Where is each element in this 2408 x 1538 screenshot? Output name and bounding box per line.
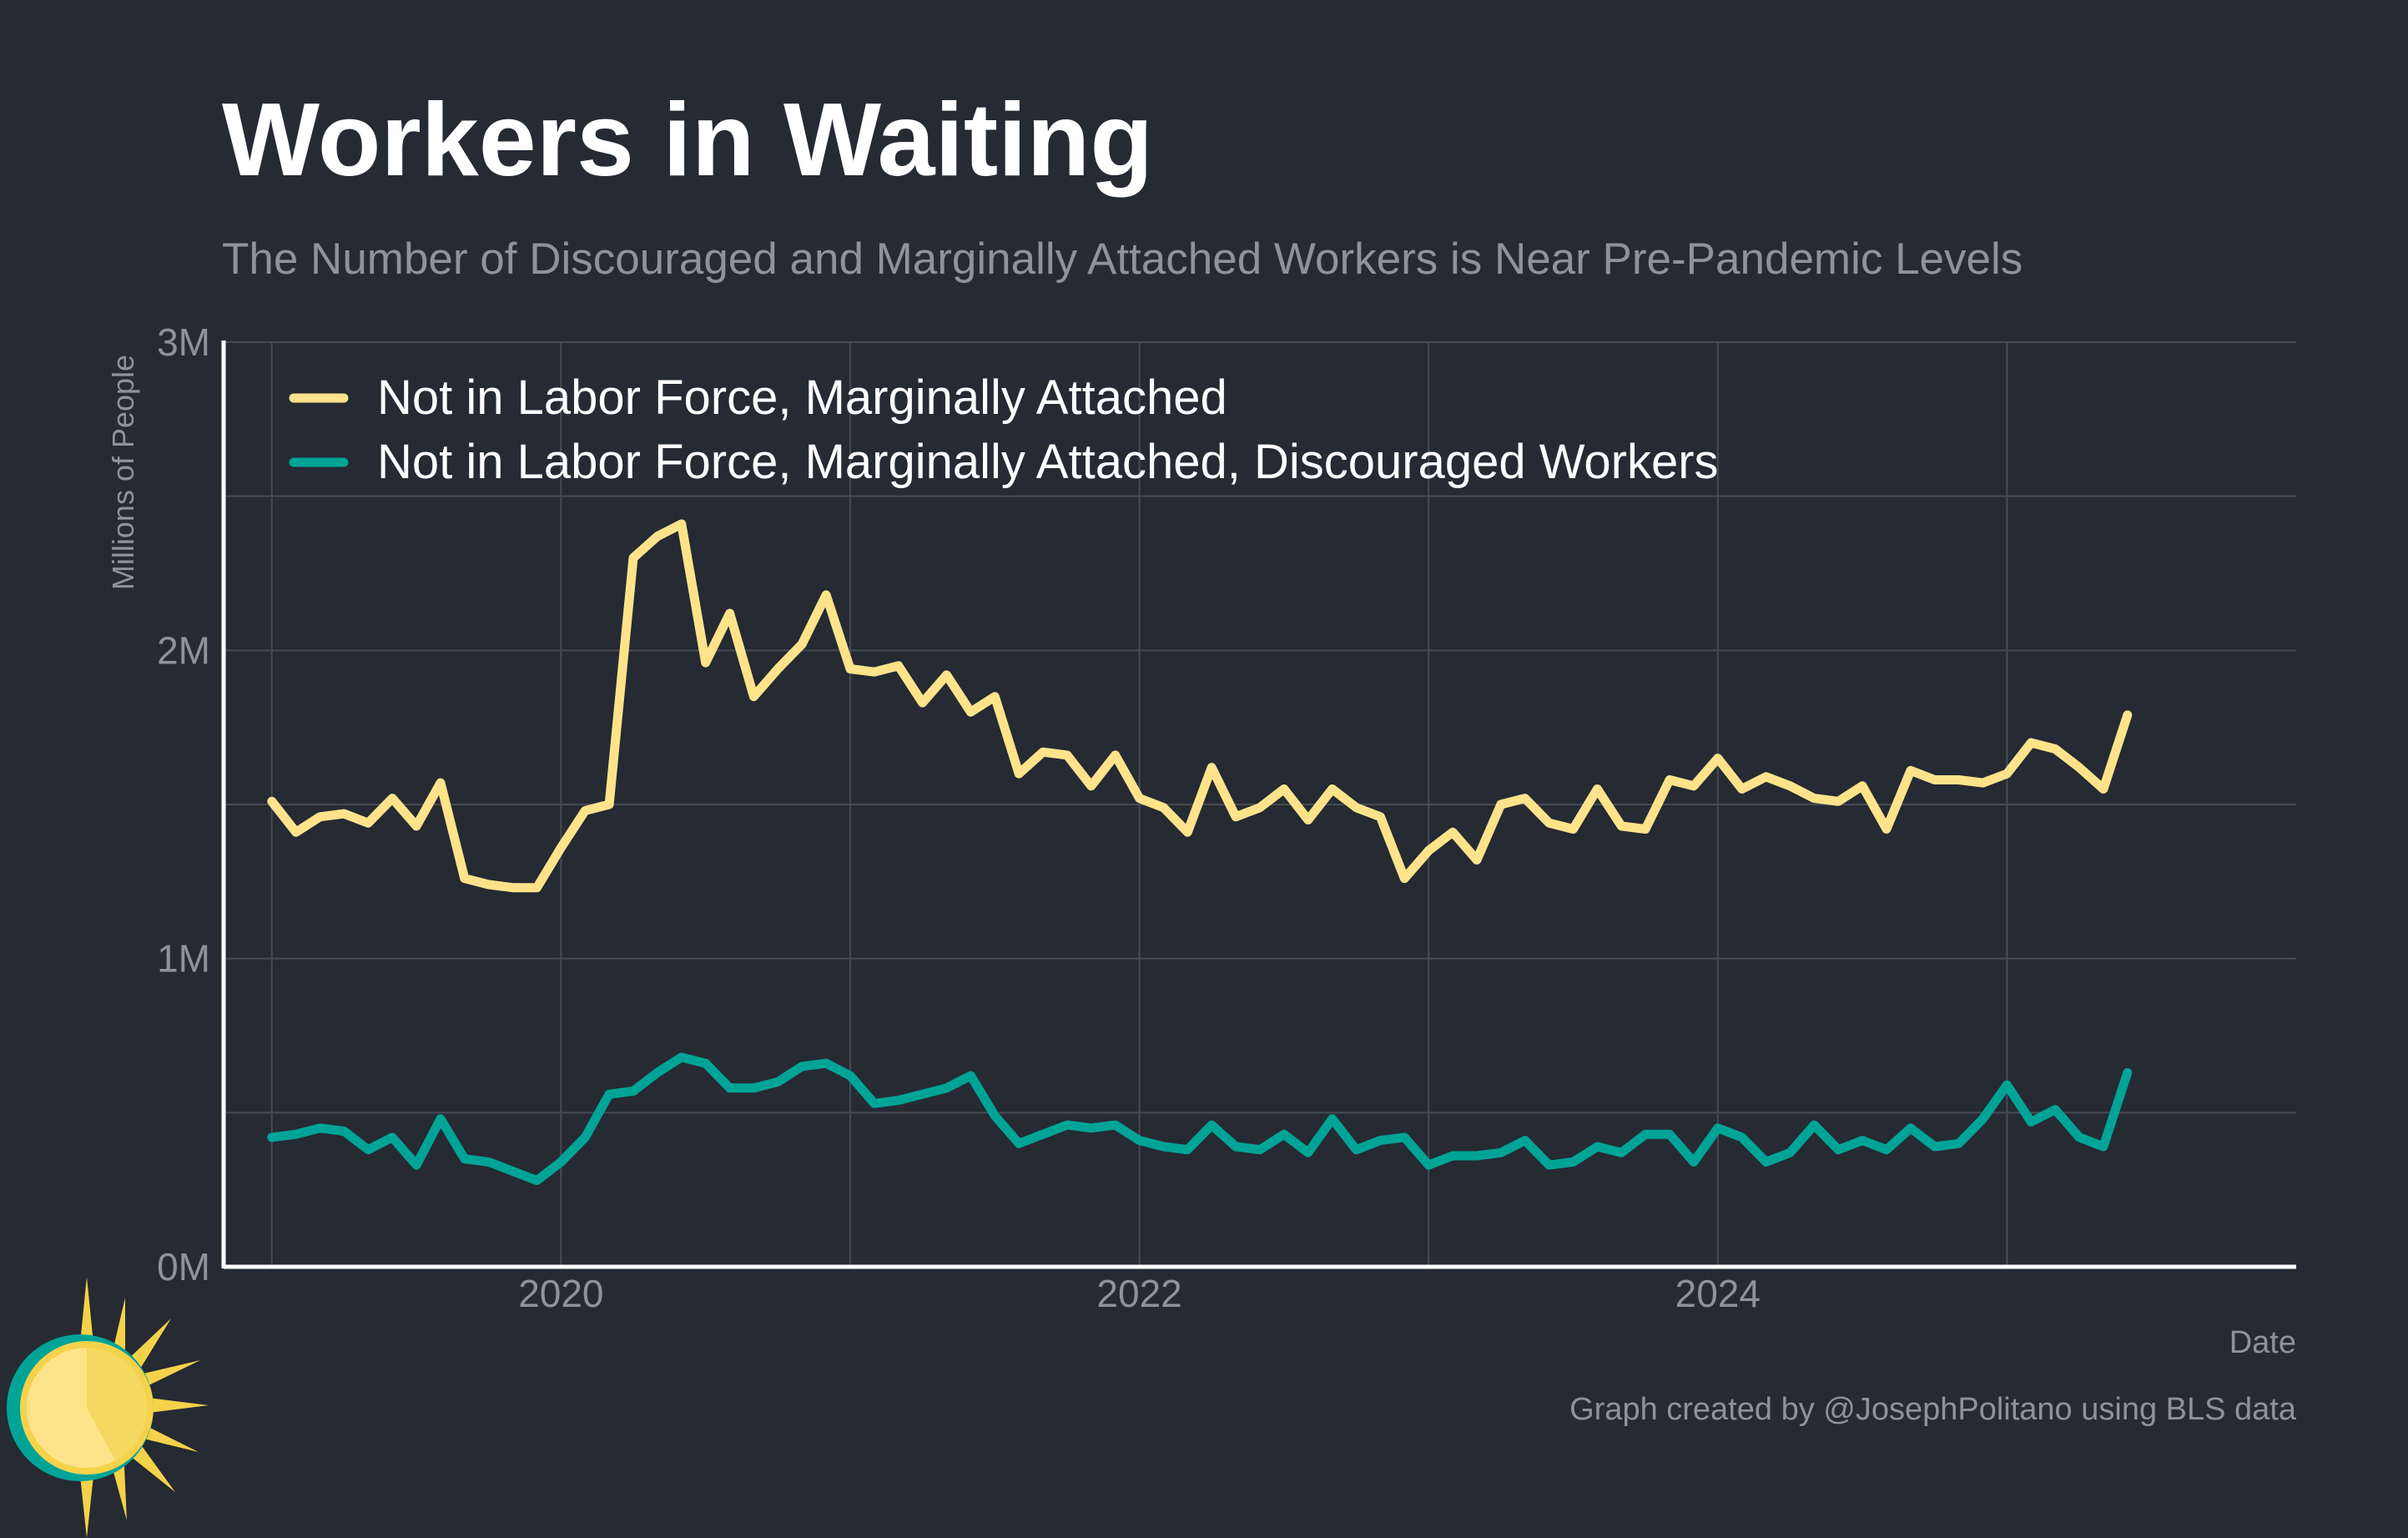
x-axis-title: Date (2229, 1325, 2296, 1360)
axes (221, 340, 2296, 1269)
y-tick-label: 2M (157, 628, 210, 672)
legend-label: Not in Labor Force, Marginally Attached,… (377, 435, 1719, 489)
x-tick-label: 2020 (518, 1272, 603, 1315)
legend-label: Not in Labor Force, Marginally Attached (377, 371, 1227, 425)
page-title: Workers in Waiting (222, 83, 1154, 198)
y-tick-label: 1M (157, 937, 210, 981)
y-axis-title: Millions of People (106, 355, 140, 590)
series-line-discouraged-workers (267, 1052, 2133, 1186)
series-line-marginally-attached (267, 519, 2133, 893)
page-subtitle: The Number of Discouraged and Marginally… (222, 234, 2023, 284)
sun-logo-icon (7, 1277, 209, 1538)
series-lines (267, 519, 2133, 1186)
x-tick-labels: 2020 2022 2024 (518, 1272, 1761, 1315)
x-tick-label: 2022 (1096, 1272, 1181, 1315)
y-tick-label: 3M (157, 320, 210, 364)
legend: Not in Labor Force, Marginally Attached N… (289, 371, 1719, 489)
y-tick-label: 0M (157, 1245, 210, 1288)
source-credit: Graph created by @JosephPolitano using B… (1569, 1392, 2296, 1427)
y-tick-labels: 0M 1M 2M 3M (157, 320, 210, 1288)
x-tick-label: 2024 (1675, 1272, 1761, 1315)
